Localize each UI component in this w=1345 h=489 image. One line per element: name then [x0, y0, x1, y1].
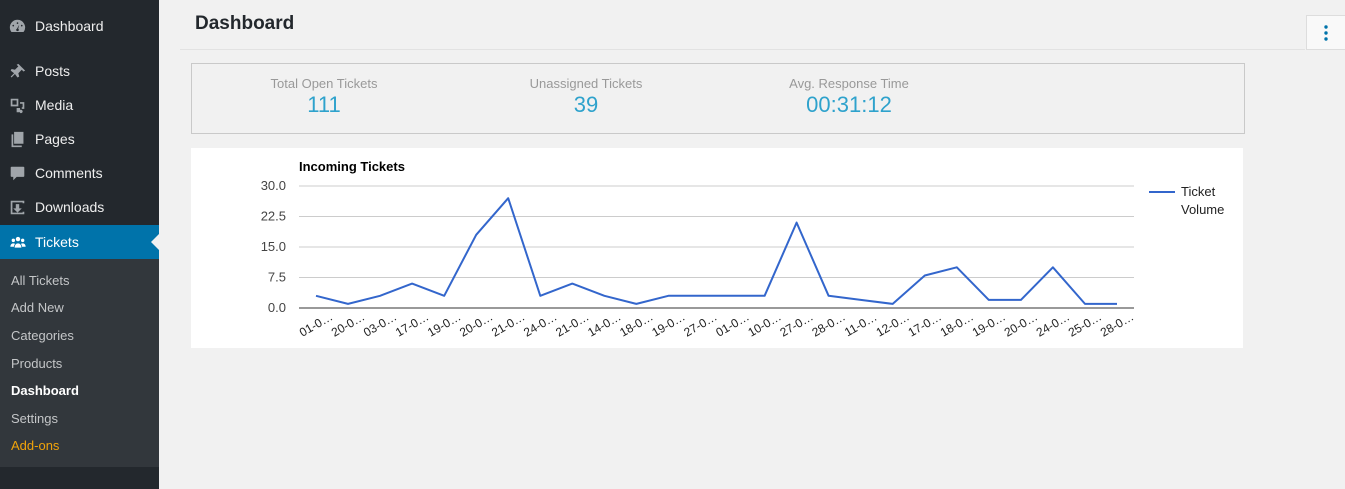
stat-unassigned-tickets: Unassigned Tickets 39 — [491, 76, 681, 118]
x-tick-label: 17-0… — [393, 309, 431, 339]
stat-label: Total Open Tickets — [270, 76, 378, 91]
sidebar-item-label: Tickets — [35, 234, 79, 250]
admin-sidebar: Dashboard Posts Media Pages Comments Dow… — [0, 0, 159, 489]
incoming-tickets-chart: Incoming Tickets 30.0 22.5 15.0 7.5 0.0 01-0… 2… — [191, 148, 1243, 348]
x-tick-label: 12-0… — [874, 309, 912, 339]
x-tick-label: 25-0… — [1066, 309, 1104, 339]
x-tick-label: 20-0… — [457, 309, 495, 339]
x-tick-label: 20-0… — [1002, 309, 1040, 339]
sidebar-item-label: Media — [35, 97, 74, 113]
comments-icon — [0, 165, 35, 182]
downloads-icon — [0, 199, 35, 216]
x-tick-label: 17-0… — [906, 309, 944, 339]
submenu-add-ons[interactable]: Add-ons — [11, 438, 60, 453]
x-tick-label: 20-0… — [329, 309, 367, 339]
sidebar-item-pages[interactable]: Pages — [0, 122, 159, 156]
chart-canvas: Incoming Tickets30.022.515.07.50.001-0…2… — [261, 159, 1225, 340]
dashboard-icon — [0, 18, 35, 35]
groups-icon — [0, 234, 35, 251]
pages-icon — [0, 131, 35, 148]
x-tick-label: 11-0… — [842, 310, 879, 340]
vertical-dots-icon — [1324, 24, 1328, 41]
x-tick-label: 18-0… — [938, 309, 976, 339]
series-line-ticket-volume — [315, 197, 1117, 305]
x-tick-label: 01-0… — [713, 309, 751, 339]
legend-label-line1: Ticket — [1181, 184, 1216, 199]
submenu-categories[interactable]: Categories — [11, 328, 74, 343]
x-tick-label: 01-0… — [297, 309, 335, 339]
sidebar-item-downloads[interactable]: Downloads — [0, 190, 159, 224]
stat-label: Unassigned Tickets — [529, 76, 643, 91]
submenu-products[interactable]: Products — [11, 356, 63, 371]
title-divider — [180, 49, 1305, 50]
submenu-add-new[interactable]: Add New — [11, 300, 64, 315]
screen-options-button[interactable] — [1306, 15, 1345, 50]
x-tick-label: 03-0… — [361, 309, 399, 339]
stat-avg-response-time: Avg. Response Time 00:31:12 — [754, 76, 944, 118]
y-tick-label: 15.0 — [261, 239, 286, 254]
chart-title: Incoming Tickets — [299, 159, 405, 174]
submenu-all-tickets[interactable]: All Tickets — [11, 273, 70, 288]
sidebar-item-comments[interactable]: Comments — [0, 156, 159, 190]
y-tick-label: 7.5 — [268, 270, 286, 285]
sidebar-item-label: Downloads — [35, 199, 105, 215]
x-tick-label: 28-0… — [1098, 309, 1136, 339]
submenu-dashboard[interactable]: Dashboard — [11, 383, 79, 398]
sidebar-item-label: Pages — [35, 131, 75, 147]
stat-total-open-tickets: Total Open Tickets 111 — [229, 76, 419, 118]
sidebar-item-dashboard[interactable]: Dashboard — [0, 9, 159, 43]
stat-label: Avg. Response Time — [789, 76, 909, 91]
sidebar-footer — [0, 467, 159, 489]
stat-value: 00:31:12 — [806, 92, 892, 117]
stats-panel: Total Open Tickets 111 Unassigned Ticket… — [191, 63, 1245, 134]
media-icon — [0, 97, 35, 114]
sidebar-item-label: Dashboard — [35, 18, 104, 34]
y-tick-label: 22.5 — [261, 209, 286, 224]
tickets-submenu: All Tickets Add New Categories Products … — [0, 259, 159, 467]
y-tick-label: 0.0 — [268, 300, 286, 315]
page-title: Dashboard — [195, 13, 295, 34]
sidebar-item-media[interactable]: Media — [0, 88, 159, 122]
legend-label-line2: Volume — [1181, 202, 1224, 217]
x-tick-label: 24-0… — [521, 309, 559, 339]
x-tick-label: 27-0… — [681, 309, 719, 339]
x-tick-label: 19-0… — [425, 309, 463, 339]
y-tick-label: 30.0 — [261, 178, 286, 193]
stat-value: 39 — [573, 92, 599, 117]
x-tick-label: 10-0… — [745, 309, 783, 339]
pushpin-icon — [0, 63, 35, 80]
x-tick-label: 19-0… — [649, 309, 687, 339]
stat-value: 111 — [307, 92, 341, 117]
x-tick-label: 19-0… — [970, 309, 1008, 339]
x-tick-label: 14-0… — [585, 309, 623, 339]
sidebar-item-label: Comments — [35, 165, 103, 181]
x-tick-label: 27-0… — [777, 309, 815, 339]
submenu-settings[interactable]: Settings — [11, 411, 58, 426]
x-tick-label: 21-0… — [489, 309, 527, 339]
sidebar-item-posts[interactable]: Posts — [0, 54, 159, 88]
x-tick-label: 24-0… — [1034, 309, 1072, 339]
sidebar-item-label: Posts — [35, 63, 71, 79]
x-tick-label: 21-0… — [553, 309, 591, 339]
sidebar-item-tickets[interactable]: Tickets — [0, 225, 159, 259]
x-tick-label: 18-0… — [617, 309, 655, 339]
x-tick-label: 28-0… — [810, 309, 848, 339]
